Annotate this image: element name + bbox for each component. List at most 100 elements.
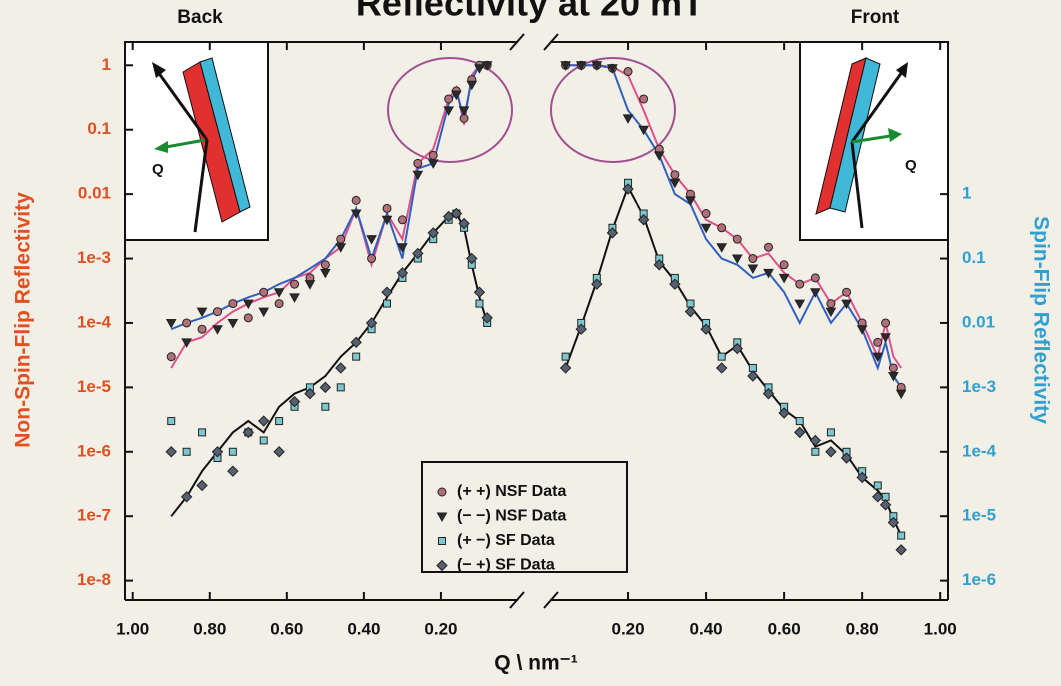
data-point <box>428 150 438 160</box>
y-tick-label: 0.01 <box>78 184 111 203</box>
data-point <box>607 64 618 74</box>
data-point <box>670 170 680 180</box>
data-point <box>397 243 408 253</box>
data-point <box>639 94 649 104</box>
data-point <box>715 362 728 374</box>
data-point <box>444 94 454 104</box>
data-point <box>716 243 728 253</box>
data-point <box>198 428 207 437</box>
x-tick-label: 0.60 <box>768 619 801 638</box>
y2-tick-label: 1e-6 <box>962 570 996 589</box>
inset-front: Q <box>799 41 949 241</box>
data-point <box>335 362 347 374</box>
y-tick-label: 0.1 <box>87 119 111 138</box>
inset-label: Q <box>152 161 164 178</box>
data-point <box>243 313 253 323</box>
data-point <box>481 312 493 324</box>
data-point <box>212 307 222 317</box>
data-point <box>242 426 255 439</box>
data-point <box>211 446 224 458</box>
data-point <box>669 278 681 290</box>
data-point <box>856 471 868 484</box>
data-point <box>381 215 393 226</box>
data-point <box>841 299 852 310</box>
data-point <box>669 178 681 189</box>
data-point <box>561 352 570 361</box>
legend-label: (+ −) SF Data <box>457 532 555 549</box>
data-point <box>778 407 790 419</box>
x-tick-label: 0.40 <box>347 619 380 638</box>
data-point <box>365 317 378 329</box>
inset-label: Q <box>905 157 917 174</box>
data-point <box>196 307 208 318</box>
data-point <box>196 479 208 492</box>
data-point <box>763 268 774 279</box>
data-point <box>872 352 884 363</box>
data-point <box>575 61 587 71</box>
data-point <box>897 531 906 540</box>
data-point <box>319 268 331 279</box>
data-point <box>809 288 821 298</box>
data-point <box>257 415 270 427</box>
data-point <box>481 61 493 71</box>
legend-box <box>421 461 628 573</box>
data-point <box>197 324 207 334</box>
data-point <box>653 151 665 161</box>
data-point <box>381 286 393 298</box>
data-point <box>826 299 836 309</box>
data-point <box>458 106 470 116</box>
data-point <box>336 234 346 244</box>
data-point <box>321 402 330 411</box>
data-point <box>778 273 790 284</box>
data-point <box>731 342 744 355</box>
data-point <box>888 372 899 382</box>
chart-title: Reflectivity at 20 mT <box>356 0 704 24</box>
data-point <box>227 318 239 329</box>
data-point <box>182 447 191 456</box>
data-point <box>825 446 837 458</box>
data-point <box>165 318 177 329</box>
data-point <box>559 362 572 374</box>
panel-label: Back <box>177 7 223 28</box>
data-point <box>335 243 347 253</box>
data-point <box>351 195 361 205</box>
data-point <box>396 267 409 279</box>
x-tick-label: 0.80 <box>193 619 226 638</box>
data-point <box>304 387 316 400</box>
data-point <box>623 67 633 77</box>
data-point <box>880 333 891 343</box>
data-point <box>764 242 774 252</box>
legend-marker <box>436 512 448 523</box>
data-point <box>591 61 603 71</box>
data-point <box>274 299 284 309</box>
data-point <box>881 318 891 328</box>
data-point <box>273 446 285 458</box>
y2-tick-label: 1 <box>962 184 971 203</box>
data-point <box>888 363 898 373</box>
data-point <box>895 544 907 556</box>
data-point <box>475 299 484 308</box>
legend-label: (− +) SF Data <box>457 557 555 574</box>
legend-label: (− −) NSF Data <box>457 508 566 525</box>
data-point <box>810 273 820 283</box>
data-point <box>717 352 726 361</box>
data-point <box>212 325 223 335</box>
data-point <box>182 318 192 328</box>
data-point <box>700 223 712 234</box>
data-point <box>873 481 882 490</box>
data-point <box>591 278 603 290</box>
y2-tick-label: 1e-4 <box>962 441 997 460</box>
fit-line <box>565 64 902 388</box>
data-point <box>228 299 238 309</box>
data-point <box>352 352 361 361</box>
data-point <box>653 259 665 271</box>
x-axis-label: Q \ nm⁻¹ <box>494 652 577 675</box>
legend-marker <box>437 487 447 497</box>
data-point <box>181 338 193 348</box>
data-point <box>779 260 789 270</box>
data-point <box>319 381 332 394</box>
x-tick-label: 0.80 <box>846 619 879 638</box>
data-point <box>228 447 237 456</box>
